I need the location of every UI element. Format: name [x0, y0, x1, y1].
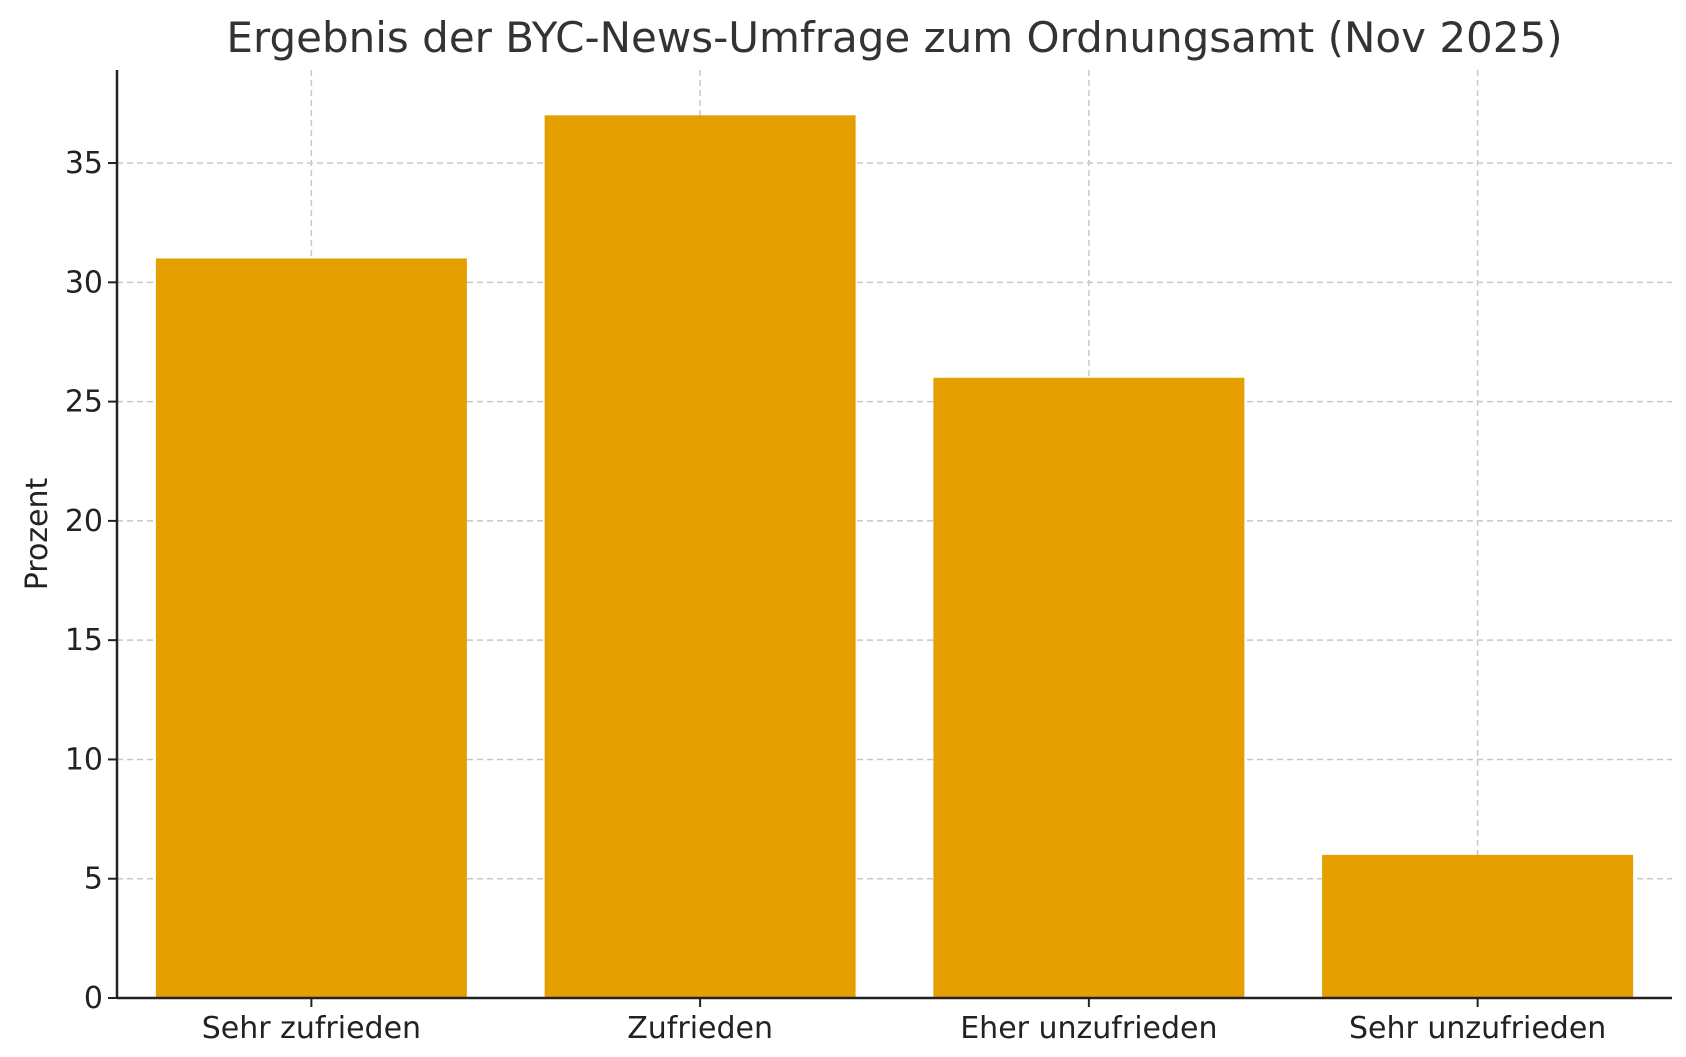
- y-axis-label: Prozent: [20, 477, 55, 590]
- bar: [544, 115, 856, 998]
- chart-title: Ergebnis der BYC-News-Umfrage zum Ordnun…: [226, 13, 1562, 62]
- x-tick-label: Eher unzufrieden: [960, 1011, 1217, 1046]
- axes: [115, 70, 1672, 1000]
- y-tick-label: 25: [65, 385, 103, 420]
- bar: [155, 258, 467, 998]
- bar: [1322, 854, 1634, 998]
- y-tick-label: 0: [84, 981, 103, 1016]
- y-tick-label: 35: [65, 146, 103, 181]
- y-tick-label: 15: [65, 623, 103, 658]
- x-tick-label: Zufrieden: [627, 1011, 773, 1046]
- y-tick-label: 20: [65, 504, 103, 539]
- bar: [933, 377, 1245, 998]
- y-tick-label: 10: [65, 742, 103, 777]
- x-tick-label: Sehr zufrieden: [202, 1011, 421, 1046]
- y-tick-label: 30: [65, 265, 103, 300]
- ticks: 0 5 10 15 20 25 30 35 Sehr zufrieden Zufrieden Ehe…: [65, 146, 1607, 1046]
- y-tick-label: 5: [84, 862, 103, 897]
- bars: [155, 115, 1634, 998]
- x-tick-label: Sehr unzufrieden: [1349, 1011, 1606, 1046]
